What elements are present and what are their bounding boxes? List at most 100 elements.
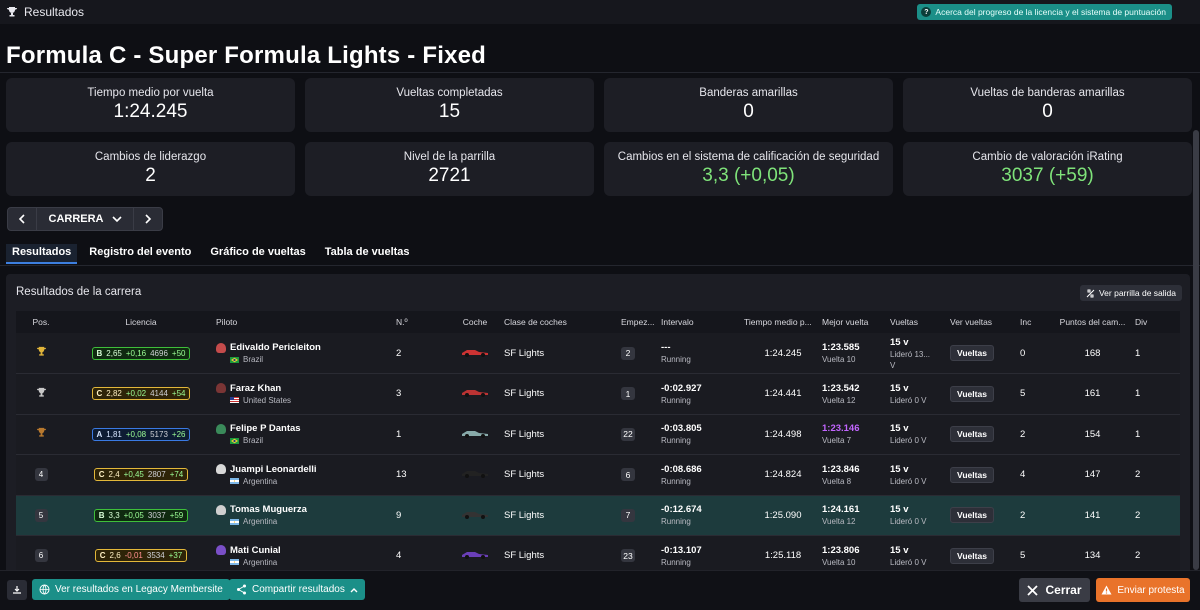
incidents: 5 xyxy=(1020,373,1050,415)
driver-name[interactable]: Juampi Leonardelli xyxy=(230,463,317,475)
driver-name[interactable]: Tomas Muguerza xyxy=(230,504,307,516)
col-points[interactable]: Puntos del cam... xyxy=(1050,311,1135,333)
about-license-button[interactable]: ? Acerca del progreso de la licencia y e… xyxy=(917,4,1172,20)
view-laps-button[interactable]: Vueltas xyxy=(950,547,994,564)
driver-cell[interactable]: Felipe P Dantas Brazil xyxy=(216,414,396,455)
trophy-icon xyxy=(36,346,46,356)
driver-cell[interactable]: Tomas Muguerza Argentina xyxy=(216,495,396,536)
view-starting-grid-button[interactable]: Ver parrilla de salida xyxy=(1079,285,1182,301)
submit-protest-button[interactable]: Enviar protesta xyxy=(1096,578,1190,602)
scrollbar-thumb[interactable] xyxy=(1193,130,1199,570)
view-laps-button[interactable]: Vueltas xyxy=(950,466,994,483)
helmet-icon xyxy=(216,464,226,475)
interval: -0:02.927 xyxy=(661,382,702,394)
driver-cell[interactable]: Juampi Leonardelli Argentina xyxy=(216,454,396,496)
table-row[interactable]: C 2,82 +0,02 4144 +54 Faraz Khan United States… xyxy=(16,373,1180,415)
view-laps-button[interactable]: Vueltas xyxy=(950,345,994,361)
close-icon xyxy=(1027,584,1039,596)
col-start[interactable]: Empez... xyxy=(621,311,661,333)
car-number: 13 xyxy=(396,454,446,496)
col-laps[interactable]: Vueltas xyxy=(890,311,950,333)
submit-protest-label: Enviar protesta xyxy=(1117,584,1185,596)
col-number[interactable]: N.º xyxy=(396,311,446,333)
safety-rating: 2,4 xyxy=(108,470,120,480)
legacy-results-button[interactable]: Ver resultados en Legacy Membersite xyxy=(32,579,230,600)
status: Running xyxy=(661,557,691,567)
laps-led-cont: V xyxy=(890,360,896,370)
col-interval[interactable]: Intervalo xyxy=(661,311,744,333)
driver-cell[interactable]: Mati Cunial Argentina xyxy=(216,535,396,570)
license-class: A xyxy=(96,429,103,439)
status: Running xyxy=(661,517,691,527)
car-icon xyxy=(462,349,488,357)
tab-event-log[interactable]: Registro del evento xyxy=(89,246,192,258)
driver-name[interactable]: Felipe P Dantas xyxy=(230,423,301,435)
table-row[interactable]: 4 C 2,4 +0,45 2807 +74 Juampi Leonardelli Argen… xyxy=(16,454,1180,496)
driver-name[interactable]: Faraz Khan xyxy=(230,382,282,394)
close-button[interactable]: Cerrar xyxy=(1019,578,1090,602)
driver-cell[interactable]: Edivaldo Pericleiton Brazil xyxy=(216,333,396,374)
download-button[interactable] xyxy=(7,580,27,600)
col-license[interactable]: Licencia xyxy=(66,311,216,333)
previous-session-button[interactable] xyxy=(7,207,37,231)
col-view-laps[interactable]: Ver vueltas xyxy=(950,311,1020,333)
stat-label: Cambio de valoración iRating xyxy=(972,151,1123,163)
col-driver[interactable]: Piloto xyxy=(216,311,396,333)
tab-lap-table[interactable]: Tabla de vueltas xyxy=(324,246,410,258)
position-cell xyxy=(16,373,66,415)
best-lap-time: 1:23.585 xyxy=(822,342,860,353)
view-laps-button[interactable]: Vueltas xyxy=(950,426,994,443)
stat-label: Nivel de la parrilla xyxy=(403,151,496,163)
col-div[interactable]: Div xyxy=(1135,311,1180,333)
laps-completed: 15 v xyxy=(890,463,909,475)
table-row[interactable]: 5 B 3,3 +0,05 3037 +59 Tomas Muguerza Argentina… xyxy=(16,495,1180,536)
col-car-class[interactable]: Clase de coches xyxy=(504,311,621,333)
col-inc[interactable]: Inc xyxy=(1020,311,1050,333)
share-results-button[interactable]: Compartir resultados xyxy=(229,579,365,600)
license-badge: B 2,65 +0,16 4696 +50 xyxy=(91,346,191,360)
license-cell: C 2,4 +0,45 2807 +74 xyxy=(66,454,216,496)
col-best-lap[interactable]: Mejor vuelta xyxy=(822,311,890,333)
irating: 3037 xyxy=(147,510,166,520)
position-cell: 6 xyxy=(16,535,66,570)
irating: 4144 xyxy=(150,389,168,399)
tab-results[interactable]: Resultados xyxy=(6,244,78,264)
stat-yellow-flags: Banderas amarillas 0 xyxy=(604,78,893,132)
table-row[interactable]: B 2,65 +0,16 4696 +50 Edivaldo Pericleiton Bra… xyxy=(16,333,1180,374)
stat-avg-lap: Tiempo medio por vuelta 1:24.245 xyxy=(6,78,295,132)
col-car[interactable]: Coche xyxy=(446,311,504,333)
view-laps-button[interactable]: Vueltas xyxy=(950,385,994,402)
view-laps-cell: Vueltas xyxy=(950,495,1020,536)
table-row[interactable]: A 1,81 +0,08 5173 +26 Felipe P Dantas Brazil 1 S… xyxy=(16,414,1180,455)
position-badge: 6 xyxy=(34,549,48,563)
col-pos[interactable]: Pos. xyxy=(16,311,66,333)
laps-cell: 15 v Lideró 0 V xyxy=(890,454,950,496)
tab-lap-chart[interactable]: Gráfico de vueltas xyxy=(210,246,306,258)
col-avg-lap[interactable]: Tiempo medio p... xyxy=(744,311,822,333)
stat-label: Vueltas completadas xyxy=(396,87,503,99)
stat-safety-rating-change: Cambios en el sistema de calificación de… xyxy=(604,142,893,196)
best-lap-time: 1:24.161 xyxy=(822,504,860,516)
best-lap-cell: 1:23.146 Vuelta 7 xyxy=(822,414,890,455)
table-row[interactable]: 6 C 2,6 -0,01 3534 +37 Mati Cunial Argentina 4 SF… xyxy=(16,535,1180,570)
interval: -0:13.107 xyxy=(661,544,702,556)
start-position: 7 xyxy=(621,508,635,522)
car-cell xyxy=(446,333,504,374)
flag-argentina-icon xyxy=(230,559,239,566)
driver-cell[interactable]: Faraz Khan United States xyxy=(216,373,396,415)
driver-name[interactable]: Edivaldo Pericleiton xyxy=(230,342,321,353)
helmet-icon xyxy=(216,383,226,394)
tabs-divider xyxy=(0,265,1200,266)
view-laps-button[interactable]: Vueltas xyxy=(950,507,994,524)
driver-name[interactable]: Mati Cunial xyxy=(230,544,281,556)
laps-completed: 15 v xyxy=(890,423,909,435)
stat-value: 2721 xyxy=(428,165,471,186)
download-icon xyxy=(13,586,21,594)
next-session-button[interactable] xyxy=(133,207,163,231)
session-dropdown[interactable]: CARRERA xyxy=(37,207,133,231)
flag-brazil-icon xyxy=(230,356,239,363)
championship-points: 154 xyxy=(1050,414,1135,455)
start-cell: 1 xyxy=(621,373,661,415)
status: Running xyxy=(661,436,691,446)
globe-icon xyxy=(39,584,50,595)
